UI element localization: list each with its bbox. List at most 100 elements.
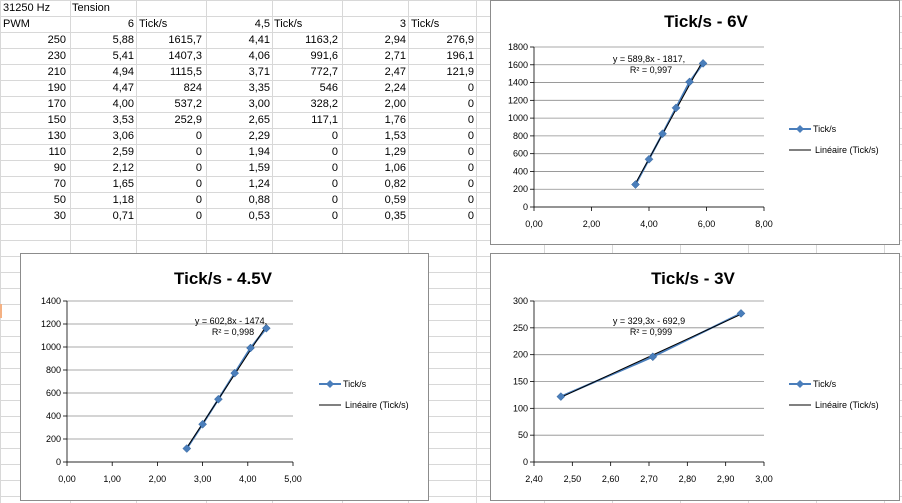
data-cell[interactable]: 824 — [183, 82, 202, 94]
data-cell[interactable]: 0,53 — [248, 210, 270, 222]
data-cell[interactable]: 3,53 — [112, 114, 134, 126]
data-cell[interactable]: 3,71 — [248, 66, 270, 78]
data-cell[interactable]: 0 — [195, 194, 202, 206]
data-cell[interactable]: 196,1 — [446, 50, 474, 62]
data-cell[interactable]: 1,59 — [248, 162, 270, 174]
pwm-header-cell[interactable]: PWM — [3, 18, 30, 30]
data-cell[interactable]: 0 — [467, 162, 474, 174]
data-cell[interactable]: 117,1 — [311, 114, 338, 126]
data-cell[interactable]: 2,12 — [112, 162, 134, 174]
chart-svg: Tick/s - 6V 0 200 400 600 800 1000 1200 1400 1600… — [508, 12, 879, 229]
data-cell[interactable]: 0 — [195, 178, 202, 190]
data-cell[interactable]: 150 — [47, 114, 66, 126]
data-cell[interactable]: 30 — [53, 210, 66, 222]
ticks-6-header-cell[interactable]: Tick/s — [139, 18, 168, 30]
data-cell[interactable]: 0 — [331, 178, 338, 190]
data-cell[interactable]: 0 — [467, 82, 474, 94]
data-cell[interactable]: 0 — [331, 162, 338, 174]
data-cell[interactable]: 230 — [47, 50, 66, 62]
data-cell[interactable]: 1407,3 — [168, 50, 202, 62]
ticks-4-5-header-cell[interactable]: Tick/s — [274, 18, 303, 30]
data-cell[interactable]: 0,88 — [248, 194, 270, 206]
data-cell[interactable]: 252,9 — [174, 114, 202, 126]
data-cell[interactable]: 70 — [53, 178, 66, 190]
data-cell[interactable]: 3,06 — [112, 130, 134, 142]
data-cell[interactable]: 0 — [331, 130, 338, 142]
data-cell[interactable]: 130 — [47, 130, 66, 142]
data-cell[interactable]: 2,47 — [384, 66, 406, 78]
data-cell[interactable]: 4,47 — [112, 82, 134, 94]
data-cell[interactable]: 0 — [467, 194, 474, 206]
freq-cell[interactable]: 31250 Hz — [3, 2, 51, 14]
data-cell[interactable]: 328,2 — [310, 98, 338, 110]
data-cell[interactable]: 772,7 — [310, 66, 338, 78]
data-cell[interactable]: 2,00 — [384, 98, 406, 110]
data-cell[interactable]: 2,24 — [384, 82, 406, 94]
data-cell[interactable]: 2,94 — [384, 34, 406, 46]
data-cell[interactable]: 121,9 — [446, 66, 474, 78]
data-cell[interactable]: 537,2 — [174, 98, 202, 110]
data-cell[interactable]: 0 — [195, 162, 202, 174]
tension-4-5-cell[interactable]: 4,5 — [254, 18, 270, 30]
ticks-3-header-cell[interactable]: Tick/s — [411, 18, 440, 30]
data-cell[interactable]: 5,41 — [112, 50, 134, 62]
data-cell[interactable]: 90 — [53, 162, 66, 174]
data-cell[interactable]: 4,00 — [112, 98, 134, 110]
data-cell[interactable]: 0 — [467, 210, 474, 222]
data-cell[interactable]: 276,9 — [446, 34, 474, 46]
data-cell[interactable]: 0 — [331, 194, 338, 206]
data-cell[interactable]: 2,71 — [384, 50, 406, 62]
data-cell[interactable]: 1163,2 — [305, 34, 338, 46]
data-cell[interactable]: 0 — [467, 130, 474, 142]
data-cell[interactable]: 0 — [195, 210, 202, 222]
data-cell[interactable]: 4,41 — [248, 34, 270, 46]
tension-header-cell[interactable]: Tension — [72, 2, 110, 14]
chart-svg: Tick/s - 4.5V 0 200 400 600 800 1000 1200 1400 0,… — [41, 269, 409, 484]
data-cell[interactable]: 170 — [47, 98, 66, 110]
data-cell[interactable]: 0,59 — [384, 194, 406, 206]
data-cell[interactable]: 190 — [47, 82, 66, 94]
data-cell[interactable]: 546 — [319, 82, 338, 94]
chart-6v[interactable]: Tick/s - 6V 0 200 400 600 800 1000 1200 1400 1600… — [490, 0, 900, 245]
data-cell[interactable]: 991,6 — [310, 50, 338, 62]
data-cell[interactable]: 3,35 — [248, 82, 270, 94]
tension-3-cell[interactable]: 3 — [399, 18, 406, 30]
data-cell[interactable]: 1,29 — [384, 146, 406, 158]
data-cell[interactable]: 1,53 — [384, 130, 406, 142]
chart-3v[interactable]: Tick/s - 3V 0 50 100 150 200 250 300 2,40 2,50 2,6… — [490, 253, 900, 501]
data-cell[interactable]: 1,06 — [384, 162, 406, 174]
data-cell[interactable]: 4,94 — [112, 66, 134, 78]
data-cell[interactable]: 1615,7 — [168, 34, 202, 46]
data-cell[interactable]: 1115,5 — [169, 66, 202, 78]
data-cell[interactable]: 1,18 — [112, 194, 134, 206]
data-cell[interactable]: 1,76 — [384, 114, 406, 126]
data-cell[interactable]: 110 — [48, 146, 66, 158]
data-cell[interactable]: 0 — [467, 114, 474, 126]
data-cell[interactable]: 0 — [331, 210, 338, 222]
data-cell[interactable]: 0 — [195, 130, 202, 142]
data-cell[interactable]: 0 — [195, 146, 202, 158]
data-cell[interactable]: 2,59 — [112, 146, 134, 158]
data-cell[interactable]: 5,88 — [112, 34, 134, 46]
data-cell[interactable]: 1,94 — [248, 146, 270, 158]
data-cell[interactable]: 0,35 — [384, 210, 406, 222]
legend-series-marker — [796, 125, 804, 133]
data-cell[interactable]: 1,24 — [248, 178, 270, 190]
data-cell[interactable]: 50 — [53, 194, 66, 206]
data-cell[interactable]: 0 — [467, 98, 474, 110]
data-cell[interactable]: 2,29 — [248, 130, 270, 142]
data-cell[interactable]: 2,65 — [248, 114, 270, 126]
chart-4-5v[interactable]: Tick/s - 4.5V 0 200 400 600 800 1000 1200 1400 0,… — [20, 253, 429, 501]
data-cell[interactable]: 3,00 — [248, 98, 270, 110]
data-cell[interactable]: 0,71 — [112, 210, 134, 222]
data-cell[interactable]: 1,65 — [112, 178, 134, 190]
data-cell[interactable]: 0 — [467, 146, 474, 158]
tension-6-cell[interactable]: 6 — [127, 18, 134, 30]
data-cell[interactable]: 0,82 — [384, 178, 406, 190]
y-tick-label: 0 — [56, 457, 61, 467]
data-cell[interactable]: 4,06 — [248, 50, 270, 62]
data-cell[interactable]: 250 — [47, 34, 66, 46]
data-cell[interactable]: 0 — [331, 146, 338, 158]
data-cell[interactable]: 0 — [467, 178, 474, 190]
data-cell[interactable]: 210 — [47, 66, 66, 78]
